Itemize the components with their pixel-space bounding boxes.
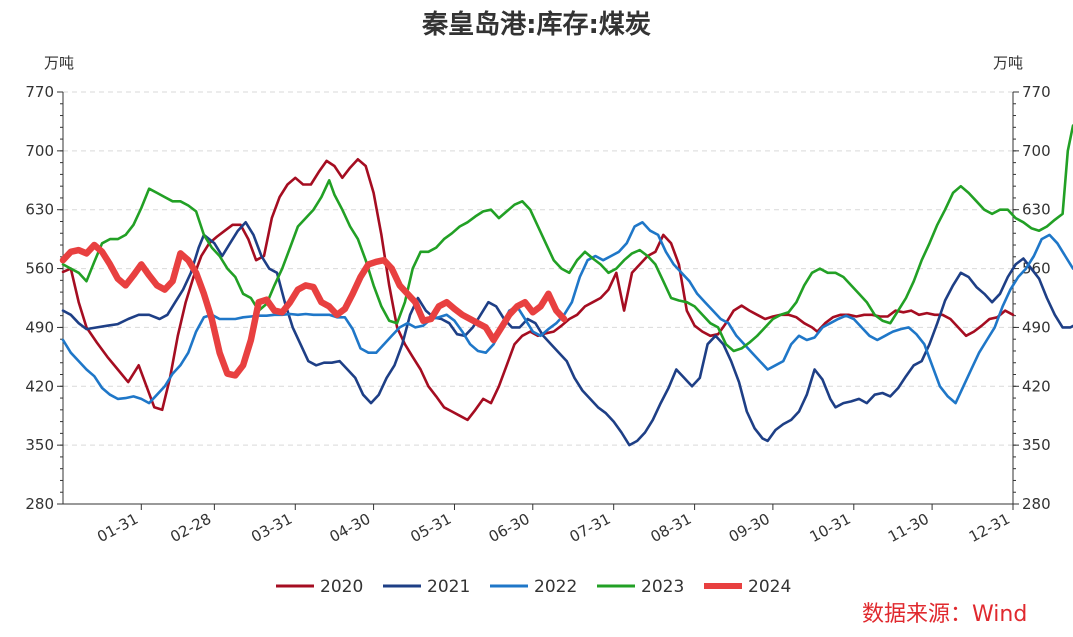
y-tick-label-right: 630 (1022, 201, 1051, 219)
series-line-2021 (61, 221, 1073, 447)
gridlines (63, 91, 1013, 446)
x-tick-label: 07-31 (567, 510, 614, 546)
y-axis-unit-left: 万吨 (44, 54, 75, 72)
y-tick-label-left: 280 (25, 495, 54, 513)
x-tick-label: 09-30 (726, 510, 773, 546)
y-tick-label-left: 770 (25, 83, 54, 101)
y-tick-label-left: 700 (25, 142, 54, 160)
legend: 2020 2021 2022 2023 2024 (276, 577, 791, 597)
legend-label-2022: 2022 (534, 577, 577, 597)
x-tick-label: 08-31 (648, 510, 695, 546)
y-tick-label-right: 700 (1022, 142, 1051, 160)
chart-title: 秦皇岛港:库存:煤炭 (422, 10, 651, 40)
y-tick-label-left: 420 (25, 377, 54, 395)
data-source-note: 数据来源：Wind (862, 602, 1028, 627)
y-tick-label-right: 420 (1022, 377, 1051, 395)
legend-label-2021: 2021 (427, 577, 470, 597)
legend-label-2023: 2023 (641, 577, 684, 597)
x-tick-label: 05-31 (407, 510, 454, 546)
y-tick-label-left: 350 (25, 436, 54, 454)
x-tick-label: 02-28 (167, 510, 214, 546)
legend-label-2020: 2020 (320, 577, 363, 597)
series-line-2024 (59, 241, 568, 379)
y-tick-label-right: 350 (1022, 436, 1051, 454)
series-line-2023 (61, 124, 1073, 353)
y-tick-label-left: 560 (25, 260, 54, 278)
x-tick-label: 11-30 (885, 510, 932, 546)
legend-label-2024: 2024 (748, 577, 791, 597)
y-axis-unit-right: 万吨 (993, 54, 1024, 72)
x-tick-label: 01-31 (94, 510, 141, 546)
x-tick-label: 12-31 (966, 510, 1013, 546)
x-tick-label: 10-31 (807, 510, 854, 546)
x-tick-label: 03-31 (248, 510, 295, 546)
y-tick-label-right: 280 (1022, 495, 1051, 513)
x-tick-label: 06-30 (486, 510, 533, 546)
y-tick-label-left: 490 (25, 318, 54, 336)
series-line-2020 (61, 158, 1015, 422)
y-tick-label-left: 630 (25, 201, 54, 219)
y-tick-label-right: 770 (1022, 83, 1051, 101)
series-lines (59, 124, 1073, 447)
y-tick-label-right: 490 (1022, 318, 1051, 336)
x-tick-label: 04-30 (327, 510, 374, 546)
